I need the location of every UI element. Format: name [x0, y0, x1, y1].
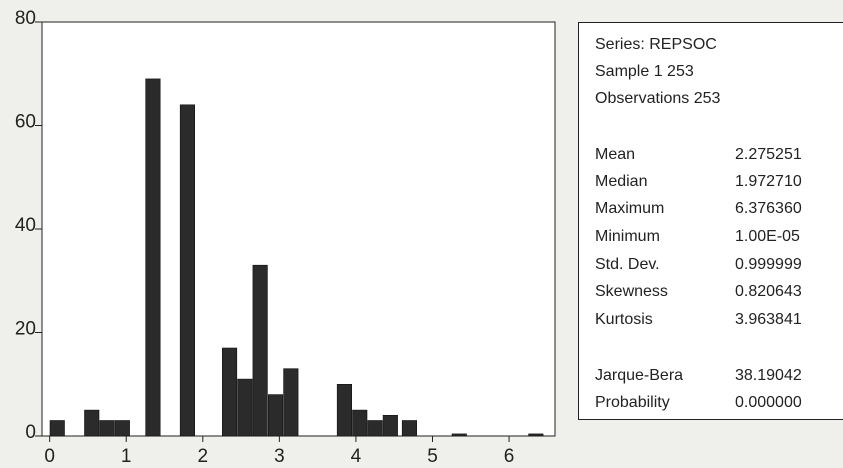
y-axis: 0 20 40 60 80 — [15, 8, 42, 443]
histogram-bar-14 — [382, 414, 398, 437]
histogram-bar-13 — [367, 420, 383, 437]
histogram-bar-17 — [528, 433, 544, 437]
stat-value: 3.963841 — [735, 311, 802, 328]
histogram-bar-10 — [283, 368, 299, 437]
stat-value: 0.820643 — [735, 283, 802, 300]
histogram-bar-3 — [114, 420, 130, 437]
histogram-bar-12 — [352, 409, 368, 437]
histogram-bar-2 — [99, 420, 115, 437]
stat-label: Maximum — [595, 200, 665, 217]
stat-row-median: Median 1.972710 — [595, 168, 843, 195]
histogram-bar-11 — [336, 383, 353, 437]
stat-value: 6.376360 — [735, 200, 802, 217]
stat-label: Kurtosis — [595, 311, 653, 328]
stat-value: 38.19042 — [735, 367, 802, 384]
y-tick-label: 40 — [15, 215, 36, 236]
y-tick-label: 60 — [15, 112, 36, 133]
histogram-chart: 0 20 40 60 80 0 1 2 3 4 5 6 — [15, 8, 556, 467]
x-axis: 0 1 2 3 4 5 6 — [44, 436, 514, 467]
histogram-bar-9 — [267, 394, 284, 437]
histogram-bar-15 — [401, 420, 418, 437]
stat-value: 1.972710 — [735, 173, 802, 190]
stat-row-skewness: Skewness 0.820643 — [595, 278, 843, 305]
histogram-bar-7 — [237, 378, 253, 437]
histogram-bar-0 — [49, 420, 65, 437]
histogram-bar-4 — [145, 78, 161, 437]
stats-header: Series: REPSOC Sample 1 253 Observations… — [595, 31, 720, 112]
stat-label: Std. Dev. — [595, 256, 660, 273]
stat-label: Skewness — [595, 283, 668, 300]
y-tick-label: 0 — [25, 422, 36, 443]
stat-label: Probability — [595, 394, 670, 411]
sample-range: Sample 1 253 — [595, 63, 694, 80]
plot-area — [41, 21, 556, 437]
x-tick-label: 1 — [121, 446, 132, 467]
stat-row-kurtosis: Kurtosis 3.963841 — [595, 306, 843, 333]
x-tick-label: 3 — [274, 446, 285, 467]
stat-label: Jarque-Bera — [595, 367, 684, 384]
x-tick-label: 0 — [44, 446, 55, 467]
x-tick-label: 4 — [351, 446, 362, 467]
stat-row-std-dev: Std. Dev. 0.999999 — [595, 251, 843, 278]
histogram-bar-1 — [84, 409, 100, 437]
stat-row-probability: Probability 0.000000 — [595, 389, 843, 416]
histogram-bar-6 — [222, 347, 238, 437]
y-tick-label: 20 — [15, 319, 36, 340]
statistics-panel: Series: REPSOC Sample 1 253 Observations… — [578, 22, 843, 420]
stat-row-mean: Mean 2.275251 — [595, 141, 843, 168]
stat-value: 2.275251 — [735, 146, 802, 163]
stat-value: 1.00E-05 — [735, 228, 800, 245]
stat-value: 0.000000 — [735, 394, 802, 411]
histogram-bar-16 — [451, 433, 467, 437]
histogram-bar-5 — [179, 104, 195, 437]
stat-row-minimum: Minimum 1.00E-05 — [595, 223, 843, 250]
stat-label: Median — [595, 173, 648, 190]
bars-group — [49, 78, 544, 437]
observations-count: Observations 253 — [595, 90, 721, 107]
series-name: Series: REPSOC — [595, 36, 717, 53]
stat-row-maximum: Maximum 6.376360 — [595, 195, 843, 222]
x-tick-label: 5 — [427, 446, 438, 467]
stat-row-jarque-bera: Jarque-Bera 38.19042 — [595, 362, 843, 389]
stat-label: Mean — [595, 146, 636, 163]
x-tick-label: 2 — [198, 446, 209, 467]
stat-label: Minimum — [595, 228, 660, 245]
stat-value: 0.999999 — [735, 256, 802, 273]
histogram-bar-8 — [252, 264, 268, 437]
y-tick-label: 80 — [15, 8, 36, 29]
x-tick-label: 6 — [504, 446, 515, 467]
